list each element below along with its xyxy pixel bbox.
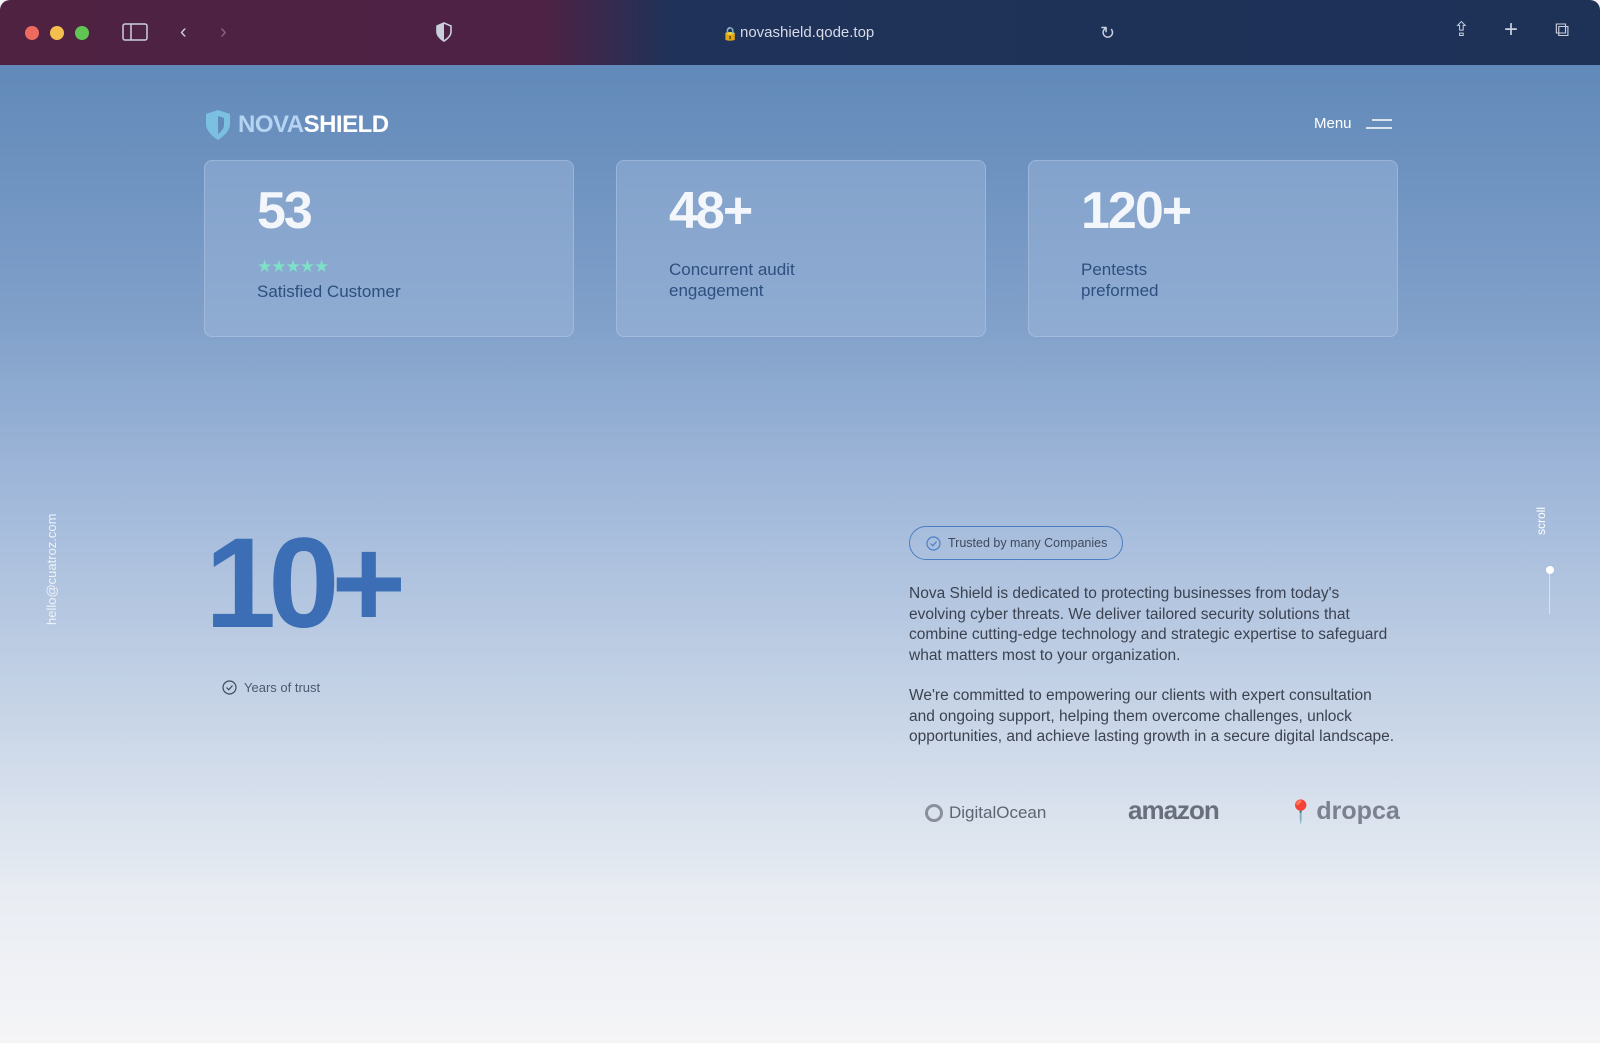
logo-digitalocean: DigitalOcean	[925, 803, 1046, 823]
share-icon[interactable]: ⇪	[1453, 19, 1470, 41]
about-paragraph-1: Nova Shield is dedicated to protecting b…	[909, 585, 1388, 664]
new-tab-icon[interactable]: +	[1504, 16, 1519, 43]
page: NOVA SHIELD Menu 53 ★★★★★ Satisfied Custo…	[0, 65, 1600, 1043]
logo-amazon: amazon	[1128, 795, 1220, 825]
contact-email-link[interactable]: hello@cuatroz.com	[44, 513, 59, 625]
logo-text-shield: SHIELD	[303, 111, 390, 138]
browser-toolbar: ‹ › 🔒 novashield.qode.top ↻ ⇪ + ⧉	[0, 0, 1600, 65]
digitalocean-icon	[925, 804, 943, 822]
reload-icon[interactable]: ↻	[1100, 23, 1116, 43]
trusted-badge: Trusted by many Companies	[909, 526, 1123, 560]
stat-value: 53	[257, 182, 313, 240]
stat-card-pentests: 120+ Pentests preformed	[1028, 160, 1398, 337]
stat-label: Concurrent audit engagement	[669, 260, 795, 300]
logo-text-nova: NOVA	[238, 111, 304, 138]
check-circle-icon	[926, 535, 941, 551]
hamburger-icon	[1365, 118, 1392, 129]
stat-value: 48+	[669, 182, 753, 240]
logo-dropcam: 📍dropcam	[1287, 797, 1400, 825]
years-label-row: Years of trust	[222, 680, 320, 695]
stat-card-customers: 53 ★★★★★ Satisfied Customer	[204, 160, 574, 337]
years-number: 10+	[205, 512, 406, 655]
back-icon[interactable]: ‹	[180, 21, 187, 43]
shield-privacy-icon[interactable]	[435, 22, 453, 46]
scroll-indicator-line	[1549, 574, 1550, 614]
years-label: Years of trust	[244, 680, 321, 695]
lock-icon: 🔒	[722, 26, 739, 41]
minimize-window-button[interactable]	[50, 26, 64, 40]
close-window-button[interactable]	[25, 26, 39, 40]
menu-button[interactable]: Menu	[1314, 115, 1392, 132]
client-logos: DigitalOcean amazon 📍dropcam	[925, 795, 1400, 835]
maximize-window-button[interactable]	[75, 26, 89, 40]
check-circle-icon	[222, 680, 237, 695]
location-pin-icon: 📍	[1287, 798, 1315, 824]
tabs-overview-icon[interactable]: ⧉	[1555, 19, 1570, 41]
rating-stars-icon: ★★★★★	[257, 257, 329, 276]
address-bar[interactable]: novashield.qode.top	[740, 24, 875, 41]
stat-value: 120+	[1081, 182, 1192, 240]
forward-icon[interactable]: ›	[220, 21, 227, 43]
stat-label: Pentests preformed	[1081, 260, 1159, 300]
menu-label: Menu	[1314, 115, 1352, 132]
shield-logo-icon	[206, 110, 230, 140]
stat-label: Satisfied Customer	[257, 282, 401, 301]
scroll-indicator-label: scroll	[1534, 506, 1548, 535]
trusted-badge-text: Trusted by many Companies	[948, 536, 1108, 550]
stat-card-audits: 48+ Concurrent audit engagement	[616, 160, 986, 337]
about-paragraph-2: We're committed to empowering our client…	[909, 687, 1395, 745]
sidebar-icon[interactable]	[122, 22, 148, 46]
logo[interactable]: NOVA SHIELD	[204, 108, 389, 142]
scroll-indicator-dot[interactable]	[1546, 566, 1554, 574]
